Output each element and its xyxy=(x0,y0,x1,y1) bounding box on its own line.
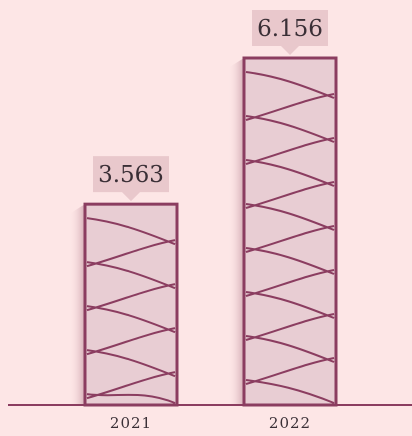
bar-2022 xyxy=(244,58,336,405)
hatch-line-2-10 xyxy=(245,291,335,319)
value-callout-2 xyxy=(252,10,328,55)
hatch-line-1-0 xyxy=(86,217,176,246)
hatch-line-2-12 xyxy=(245,335,335,363)
hatch-line-2-6 xyxy=(245,203,335,231)
hatch-line-2-4 xyxy=(245,159,335,187)
x-tick-label-2021: 2021 xyxy=(110,414,152,432)
bar-shadow-1 xyxy=(69,204,85,405)
hatch-line-1-6 xyxy=(86,349,176,378)
bar-hatch-2 xyxy=(245,71,335,404)
bar-shadow-2 xyxy=(228,58,244,405)
hatch-line-1-8 xyxy=(86,393,176,404)
hatch-line-2-14 xyxy=(245,379,335,404)
bar-hatch-1 xyxy=(86,217,176,404)
data-label-2022: 6.156 xyxy=(257,16,323,42)
bars-layer xyxy=(69,56,338,407)
hatch-line-2-2 xyxy=(245,115,335,143)
data-label-2021: 3.563 xyxy=(98,162,164,188)
hatch-line-1-4 xyxy=(86,305,176,334)
hatch-line-2-8 xyxy=(245,247,335,275)
hatch-line-1-2 xyxy=(86,261,176,290)
x-tick-label-2022: 2022 xyxy=(269,414,311,432)
labels-layer: 3.563 2021 6.156 2022 xyxy=(93,10,328,432)
value-callout-1 xyxy=(93,156,169,202)
hatch-line-2-0 xyxy=(245,71,335,99)
